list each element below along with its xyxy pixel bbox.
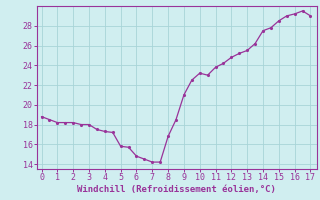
X-axis label: Windchill (Refroidissement éolien,°C): Windchill (Refroidissement éolien,°C) xyxy=(77,185,276,194)
